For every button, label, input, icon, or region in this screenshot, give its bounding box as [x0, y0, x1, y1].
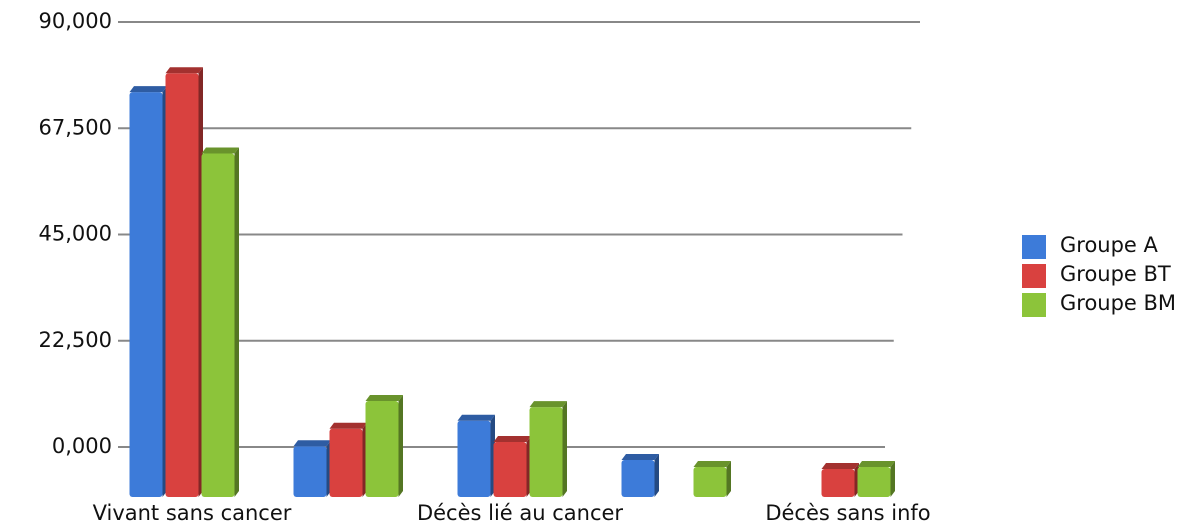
bar-top	[129, 86, 167, 93]
legend-swatch	[1022, 264, 1046, 288]
bar-front	[293, 446, 327, 498]
bar-side	[234, 147, 239, 498]
bar	[693, 461, 731, 498]
bar-front	[857, 467, 891, 498]
bar-front	[201, 153, 235, 498]
bar-top	[821, 462, 859, 469]
bar	[165, 67, 203, 498]
legend-swatch	[1022, 293, 1046, 317]
bar-front	[621, 459, 655, 498]
bar	[201, 147, 239, 498]
bar-top	[457, 414, 495, 421]
bar-front	[165, 73, 199, 498]
bar	[621, 453, 659, 498]
bar-top	[201, 147, 239, 154]
x-tick-label: Décès sans info	[765, 501, 930, 525]
legend-label: Groupe BT	[1060, 262, 1171, 286]
bar	[857, 461, 895, 498]
bar-side	[726, 461, 731, 498]
bar-top	[857, 461, 895, 468]
bar	[329, 422, 367, 498]
bar-top	[293, 440, 331, 447]
bar-top	[329, 422, 367, 429]
legend-swatch	[1022, 235, 1046, 259]
bar-front	[457, 420, 491, 498]
bar-side	[890, 461, 895, 498]
bar	[493, 436, 531, 498]
bar-side	[398, 394, 403, 498]
bar-top	[365, 394, 403, 401]
legend-label: Groupe BM	[1060, 291, 1176, 315]
y-tick-label: 67,500	[39, 115, 112, 139]
bar-side	[562, 401, 567, 498]
y-tick-label: 45,000	[39, 222, 112, 246]
bar-front	[693, 467, 727, 498]
x-tick-label: Décès lié au cancer	[417, 501, 623, 525]
y-tick-label: 90,000	[39, 9, 112, 33]
bar	[529, 401, 567, 498]
bar-front	[529, 407, 563, 498]
bar	[293, 440, 331, 498]
x-tick-label: Vivant sans cancer	[93, 501, 292, 525]
bar-front	[821, 468, 855, 498]
bar-top	[621, 453, 659, 460]
bar	[365, 394, 403, 498]
bar-top	[529, 401, 567, 408]
bar-front	[329, 428, 363, 498]
bar-front	[493, 442, 527, 498]
bar-front	[365, 400, 399, 498]
y-tick-label: 22,500	[39, 328, 112, 352]
bar-top	[165, 67, 203, 74]
bar-side	[654, 453, 659, 498]
bar-top	[693, 461, 731, 468]
bar-front	[129, 92, 163, 498]
bar	[457, 414, 495, 498]
bar	[821, 462, 859, 498]
bar	[129, 86, 167, 498]
legend-label: Groupe A	[1060, 233, 1159, 257]
bar-top	[493, 436, 531, 443]
y-tick-label: 0,000	[52, 434, 112, 458]
